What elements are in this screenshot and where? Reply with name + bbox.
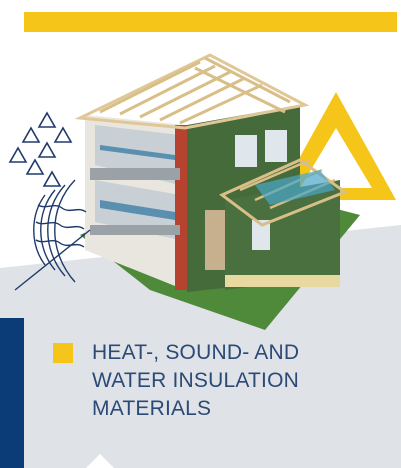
card-title-line-2: WATER INSULATION bbox=[92, 369, 299, 392]
card-title-line-3: MATERIALS bbox=[92, 397, 212, 420]
card-title-line-1: HEAT-, SOUND- AND bbox=[92, 341, 300, 364]
top-accent-bar bbox=[24, 12, 397, 32]
card-title[interactable]: HEAT-, SOUND- AND WATER INSULATION MATER… bbox=[92, 339, 392, 423]
house-illustration bbox=[8, 53, 396, 330]
triangle-cluster-icon bbox=[8, 111, 73, 187]
house-cutaway bbox=[74, 53, 349, 292]
card-bullet-icon bbox=[53, 343, 73, 363]
sound-wave-icon bbox=[14, 179, 91, 291]
left-blue-stripe bbox=[0, 318, 24, 468]
bottom-triangle-icon bbox=[86, 454, 114, 468]
